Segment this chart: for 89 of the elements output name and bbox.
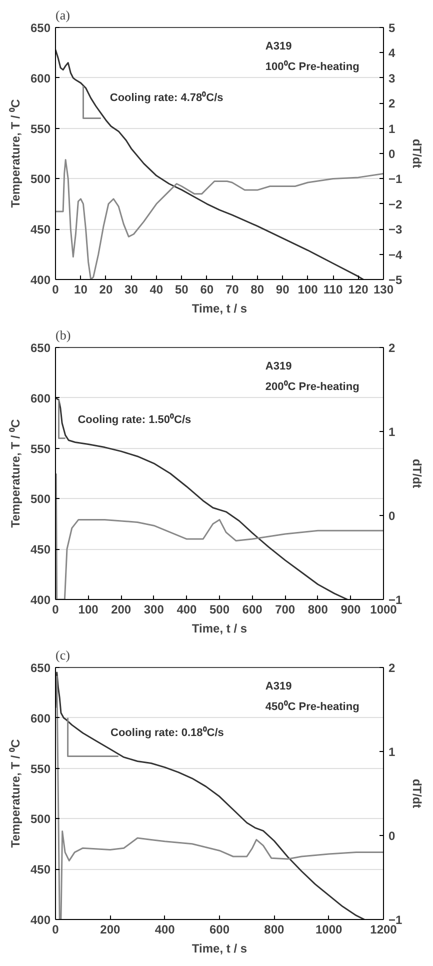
y2-tick-label: 4 xyxy=(388,46,396,60)
y-tick-label: 650 xyxy=(30,661,51,675)
x-tick-label: 1000 xyxy=(370,602,398,616)
x-tick-label: 600 xyxy=(209,922,230,936)
y-tick-label: 600 xyxy=(30,711,51,726)
x-tick-label: 900 xyxy=(340,602,362,616)
line-series xyxy=(56,48,364,280)
annotation: Cooling rate: 1.50⁰C/s xyxy=(78,413,192,426)
x-tick-label: 800 xyxy=(308,602,328,616)
y-tick-label: 650 xyxy=(30,21,51,35)
y2-axis-title: dT/dt xyxy=(410,458,424,488)
y-tick-label: 450 xyxy=(30,862,51,877)
y2-tick-label: 5 xyxy=(388,21,396,35)
x-axis-title: Time, t / s xyxy=(192,942,248,956)
y2-tick-label: 2 xyxy=(388,341,396,355)
x-tick-label: 300 xyxy=(144,602,164,616)
x-tick-label: 200 xyxy=(100,922,121,936)
y2-tick-label: −2 xyxy=(388,197,403,212)
x-tick-label: 600 xyxy=(242,602,263,616)
x-tick-label: 30 xyxy=(124,282,138,296)
chart-title: (a) xyxy=(56,8,70,22)
annotation: A319 xyxy=(265,40,292,53)
x-tick-label: 500 xyxy=(209,602,230,616)
y-axis-title: Temperature, T / ⁰C xyxy=(8,98,22,208)
x-tick-label: 40 xyxy=(150,282,164,296)
y-tick-label: 650 xyxy=(30,341,51,355)
x-tick-label: 130 xyxy=(373,282,394,296)
y-tick-label: 400 xyxy=(30,913,51,927)
x-tick-label: 100 xyxy=(78,602,99,616)
chart-title: (c) xyxy=(56,648,70,662)
y2-tick-label: 1 xyxy=(388,745,396,759)
x-tick-label: 400 xyxy=(176,602,198,616)
y2-axis-title: dT/dt xyxy=(410,138,424,168)
x-tick-label: 100 xyxy=(298,282,318,296)
y-tick-label: 500 xyxy=(30,172,51,186)
y-tick-label: 450 xyxy=(30,542,51,557)
x-tick-label: 110 xyxy=(323,282,344,296)
y2-tick-label: 0 xyxy=(388,829,396,843)
x-tick-label: 0 xyxy=(52,922,60,936)
x-tick-label: 20 xyxy=(99,282,113,296)
annotation: 450⁰C Pre-heating xyxy=(265,700,360,713)
x-tick-label: 0 xyxy=(52,282,60,296)
x-tick-label: 200 xyxy=(111,602,132,616)
y-tick-label: 550 xyxy=(30,442,51,456)
x-tick-label: 400 xyxy=(154,922,176,936)
annotation: 100⁰C Pre-heating xyxy=(265,60,360,73)
x-tick-label: 1200 xyxy=(370,922,398,936)
y2-tick-label: 2 xyxy=(388,661,396,675)
y2-tick-label: 0 xyxy=(388,509,396,523)
y2-tick-label: 2 xyxy=(388,96,396,111)
annotation: A319 xyxy=(265,680,292,693)
y2-tick-label: −1 xyxy=(388,172,403,186)
y-tick-label: 450 xyxy=(30,222,51,237)
x-tick-label: 0 xyxy=(52,602,60,616)
x-tick-label: 800 xyxy=(264,922,285,936)
x-axis-title: Time, t / s xyxy=(192,622,248,636)
y2-tick-label: 1 xyxy=(388,425,396,439)
y2-tick-label: 3 xyxy=(388,71,396,86)
annotation: A319 xyxy=(265,360,292,373)
y2-tick-label: −4 xyxy=(388,248,403,262)
y-tick-label: 500 xyxy=(30,812,51,826)
x-axis-title: Time, t / s xyxy=(192,302,248,316)
y-axis-title: Temperature, T / ⁰C xyxy=(8,418,22,528)
x-tick-label: 120 xyxy=(348,282,369,296)
x-tick-label: 90 xyxy=(276,282,290,296)
y2-tick-label: 1 xyxy=(388,122,396,136)
x-tick-label: 10 xyxy=(74,282,88,296)
y-axis-title: Temperature, T / ⁰C xyxy=(8,738,22,848)
y2-tick-label: −3 xyxy=(388,222,403,237)
x-tick-label: 50 xyxy=(174,282,189,296)
x-tick-label: 60 xyxy=(200,282,214,296)
x-tick-label: 700 xyxy=(275,602,296,616)
annotation: 200⁰C Pre-heating xyxy=(265,380,360,393)
annotation: Cooling rate: 0.18⁰C/s xyxy=(110,726,224,740)
annotation: Cooling rate: 4.78⁰C/s xyxy=(110,91,224,104)
y2-tick-label: 0 xyxy=(388,147,396,161)
line-series xyxy=(56,397,348,600)
x-tick-label: 70 xyxy=(225,282,240,296)
y2-axis-title: dT/dt xyxy=(410,778,424,808)
y-tick-label: 400 xyxy=(30,593,51,607)
y-tick-label: 550 xyxy=(30,122,51,136)
x-tick-label: 1000 xyxy=(315,922,343,936)
y-tick-label: 600 xyxy=(30,71,51,86)
y-tick-label: 550 xyxy=(30,762,51,776)
x-tick-label: 80 xyxy=(250,282,264,296)
y-tick-label: 400 xyxy=(30,273,51,287)
y-tick-label: 500 xyxy=(30,492,51,506)
y-tick-label: 600 xyxy=(30,391,51,406)
chart-title: (b) xyxy=(56,328,71,342)
